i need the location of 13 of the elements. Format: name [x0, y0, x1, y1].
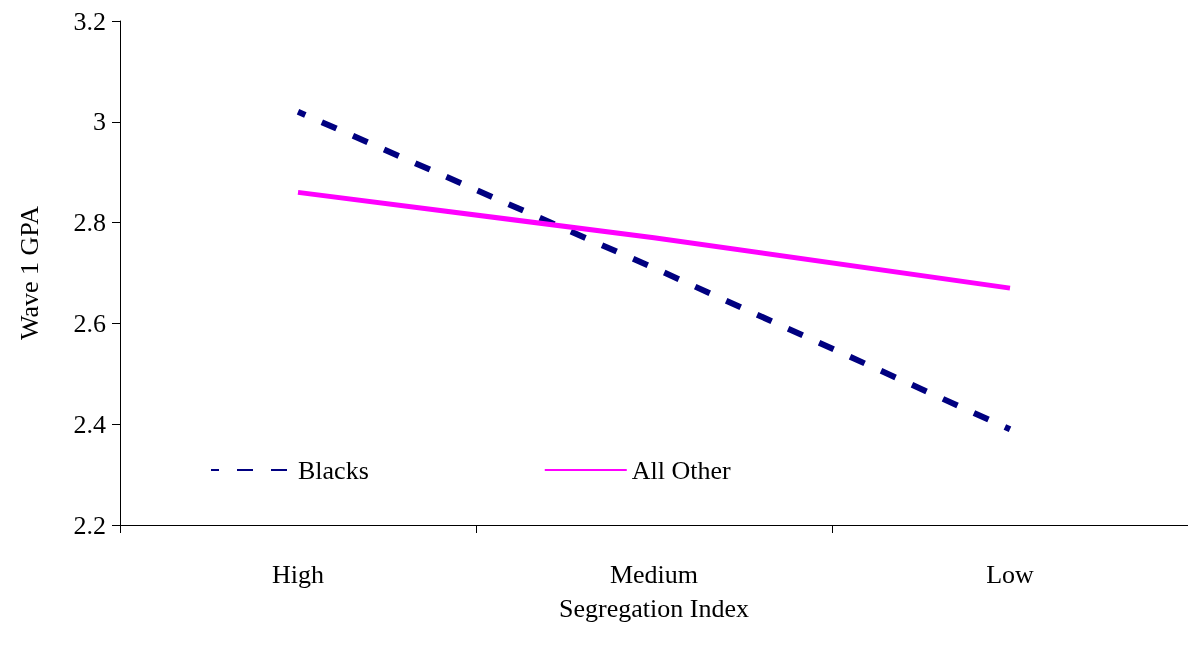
y-tick-label: 3.2	[73, 6, 106, 36]
x-tick-label: High	[272, 559, 324, 589]
y-tick-label: 2.8	[73, 208, 106, 238]
y-tick-label: 2.6	[73, 308, 106, 338]
y-tick-label: 3	[93, 107, 106, 137]
legend-label: All Other	[631, 455, 732, 485]
x-tick-label: Medium	[609, 559, 699, 589]
x-tick-label: Low	[986, 559, 1035, 589]
y-tick-label: 2.2	[73, 510, 106, 540]
x-axis-title: Segregation Index	[559, 593, 749, 623]
legend-label: Blacks	[298, 455, 369, 485]
y-tick-label: 2.4	[73, 409, 106, 439]
y-axis-title: Wave 1 GPA	[14, 205, 44, 341]
